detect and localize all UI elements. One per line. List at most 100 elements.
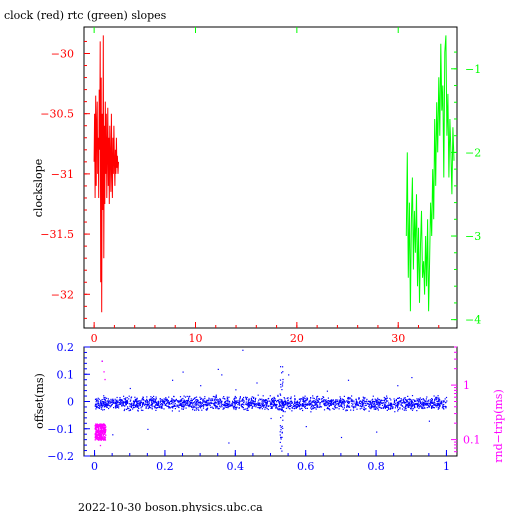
offset-point <box>437 403 439 405</box>
offset-point <box>223 396 225 398</box>
offset-point <box>404 397 406 399</box>
offset-point <box>291 410 293 412</box>
offset-point <box>266 401 268 403</box>
offset-point <box>123 405 125 407</box>
offset-point <box>303 400 305 402</box>
offset-point <box>326 401 328 403</box>
offset-point <box>265 403 267 405</box>
offset-point <box>136 397 138 399</box>
offset-point <box>426 407 428 409</box>
offset-point <box>200 404 202 406</box>
offset-point <box>395 405 397 407</box>
offset-point <box>426 396 428 398</box>
offset-point <box>346 401 349 403</box>
offset-point <box>418 398 420 400</box>
offset-point <box>202 400 204 402</box>
roundtrip-point <box>95 432 98 434</box>
roundtrip-point <box>103 436 106 438</box>
offset-point <box>337 402 340 405</box>
offset-point <box>248 404 250 406</box>
offset-point <box>316 396 318 398</box>
offset-point <box>227 404 229 406</box>
offset-point <box>221 403 223 405</box>
offset-point <box>142 402 144 404</box>
offset-point <box>437 397 439 399</box>
offset-point <box>278 401 280 403</box>
offset-point <box>154 407 156 409</box>
offset-point <box>243 404 245 406</box>
bottom-chart: 0.20.10−0.1−0.2 10.1 0 0.2 0.4 0.6 0.8 1 offs… <box>33 341 505 473</box>
offset-point <box>384 401 386 403</box>
offset-point <box>113 399 115 402</box>
offset-point <box>295 406 297 408</box>
offset-point <box>359 403 361 405</box>
offset-point <box>407 405 410 407</box>
offset-point <box>101 400 103 403</box>
offset-outlier <box>112 434 114 436</box>
offset-point <box>139 402 142 404</box>
offset-point <box>428 406 430 408</box>
offset-point <box>383 406 385 408</box>
offset-point <box>304 404 306 406</box>
offset-point <box>342 402 344 404</box>
offset-point <box>438 399 441 401</box>
offset-point <box>426 404 428 406</box>
offset-point <box>183 404 185 406</box>
offset-point <box>132 408 134 410</box>
offset-spike-point <box>279 431 281 433</box>
offset-point <box>162 402 164 404</box>
offset-point <box>248 399 250 401</box>
offset-point <box>235 402 237 404</box>
offset-point <box>261 400 263 402</box>
offset-point <box>372 403 374 405</box>
offset-point <box>156 407 158 409</box>
offset-point <box>195 406 197 408</box>
offset-point <box>262 403 264 405</box>
offset-point <box>202 407 205 409</box>
offset-point <box>299 408 301 410</box>
offset-point <box>418 401 420 403</box>
offset-point <box>136 402 138 404</box>
offset-point <box>151 397 153 399</box>
offset-point <box>207 399 209 402</box>
offset-point <box>233 398 235 400</box>
offset-point <box>338 408 340 410</box>
offset-point <box>173 396 175 398</box>
offset-point <box>361 399 364 401</box>
offset-point <box>256 404 258 406</box>
offset-point <box>283 397 285 399</box>
offset-point <box>314 404 316 406</box>
offset-point <box>332 399 334 401</box>
offset-point <box>100 404 102 406</box>
offset-point <box>357 404 359 407</box>
offset-point <box>171 397 173 400</box>
offset-point <box>136 398 138 400</box>
offset-point <box>259 398 261 400</box>
offset-point <box>374 405 376 407</box>
offset-point <box>327 397 329 399</box>
offset-point <box>133 406 135 409</box>
offset-point <box>244 408 246 410</box>
offset-point <box>395 399 397 402</box>
offset-point <box>232 404 234 406</box>
offset-point <box>355 401 357 403</box>
offset-point <box>413 402 415 404</box>
roundtrip-point <box>97 426 99 428</box>
footer-text: 2022-10-30 boson.physics.ubc.ca <box>78 501 263 512</box>
offset-point <box>199 402 201 404</box>
offset-point <box>432 406 434 408</box>
offset-point <box>100 403 102 405</box>
roundtrip-point <box>97 439 100 441</box>
offset-point <box>236 406 238 408</box>
offset-point <box>439 405 441 407</box>
offset-point <box>132 405 134 407</box>
offset-point <box>128 410 130 412</box>
offset-point <box>208 400 210 402</box>
offset-point <box>225 406 227 408</box>
offset-point <box>378 402 380 404</box>
offset-point <box>416 400 418 402</box>
offset-spike-point <box>279 441 281 443</box>
offset-point <box>158 403 160 405</box>
offset-point <box>287 405 290 408</box>
offset-point <box>140 400 142 402</box>
